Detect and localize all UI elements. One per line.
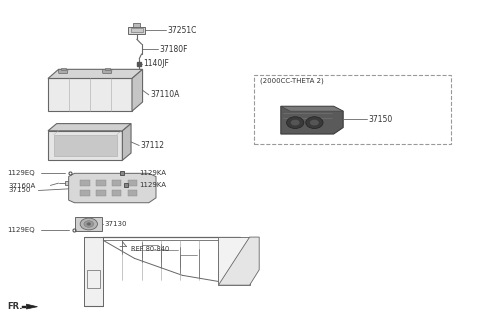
Circle shape	[290, 119, 300, 126]
Polygon shape	[84, 237, 103, 306]
Polygon shape	[69, 173, 156, 203]
Polygon shape	[61, 68, 66, 70]
Circle shape	[306, 117, 323, 129]
Polygon shape	[218, 237, 250, 285]
Polygon shape	[59, 70, 68, 74]
Text: FR.: FR.	[7, 302, 23, 311]
Polygon shape	[133, 23, 140, 27]
Text: 1140JF: 1140JF	[143, 59, 169, 68]
Text: 37251C: 37251C	[167, 26, 196, 35]
Polygon shape	[96, 190, 106, 196]
Text: 37110A: 37110A	[150, 90, 180, 99]
Polygon shape	[75, 217, 102, 231]
Polygon shape	[128, 27, 145, 34]
Text: 37180F: 37180F	[160, 44, 188, 54]
Polygon shape	[131, 28, 143, 32]
Polygon shape	[128, 190, 137, 196]
Polygon shape	[128, 180, 137, 186]
Polygon shape	[80, 190, 90, 196]
Text: 1129EQ: 1129EQ	[7, 227, 35, 233]
Circle shape	[310, 119, 319, 126]
Text: REF 80-840: REF 80-840	[131, 246, 169, 251]
Polygon shape	[105, 68, 109, 70]
Text: (2000CC-THETA 2): (2000CC-THETA 2)	[260, 78, 324, 84]
Polygon shape	[22, 306, 26, 308]
Text: 1129KA: 1129KA	[140, 182, 167, 188]
Polygon shape	[48, 69, 143, 78]
Polygon shape	[54, 135, 117, 156]
Polygon shape	[65, 181, 76, 185]
Polygon shape	[48, 124, 131, 131]
Polygon shape	[96, 180, 106, 186]
Text: 37112: 37112	[141, 141, 165, 150]
Polygon shape	[26, 304, 37, 309]
Circle shape	[287, 117, 304, 129]
Polygon shape	[80, 180, 90, 186]
Polygon shape	[48, 78, 132, 111]
Text: 37160A: 37160A	[9, 183, 36, 189]
Polygon shape	[132, 69, 143, 111]
Text: 37150: 37150	[9, 187, 31, 194]
Circle shape	[84, 221, 94, 227]
Text: 1129KA: 1129KA	[140, 170, 167, 176]
Polygon shape	[281, 106, 343, 134]
Polygon shape	[48, 131, 122, 160]
Text: 1129EQ: 1129EQ	[7, 170, 35, 176]
Polygon shape	[112, 180, 121, 186]
Polygon shape	[102, 70, 112, 74]
Polygon shape	[218, 237, 259, 285]
Text: 37130: 37130	[105, 221, 127, 227]
Polygon shape	[122, 124, 131, 160]
Circle shape	[80, 218, 97, 230]
Polygon shape	[112, 190, 121, 196]
Polygon shape	[281, 106, 343, 111]
Circle shape	[87, 223, 91, 225]
Text: 37150: 37150	[369, 115, 393, 124]
